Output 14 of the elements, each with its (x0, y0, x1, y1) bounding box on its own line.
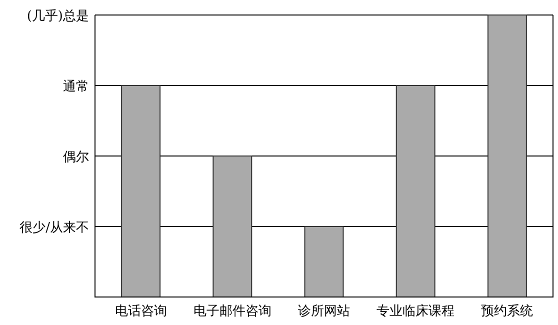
bar (212, 156, 252, 298)
ref-line-label: 很少/从来不 (20, 220, 89, 236)
ref-line-label: 偶尔 (63, 150, 89, 165)
x-tick-label: 诊所网站 (298, 304, 350, 319)
x-tick-label: 专业临床课程 (376, 304, 455, 319)
x-tick-label: 预约系统 (481, 304, 534, 319)
bar (396, 85, 436, 298)
ref-line-label: (几乎)总是 (26, 9, 89, 24)
bar (487, 14, 527, 298)
ref-line-label: 通常 (63, 80, 89, 94)
x-tick-label: 电话咨询 (114, 304, 167, 319)
bar (304, 226, 344, 298)
x-tick-label: 电子邮件咨询 (193, 304, 272, 319)
bar (121, 85, 161, 298)
